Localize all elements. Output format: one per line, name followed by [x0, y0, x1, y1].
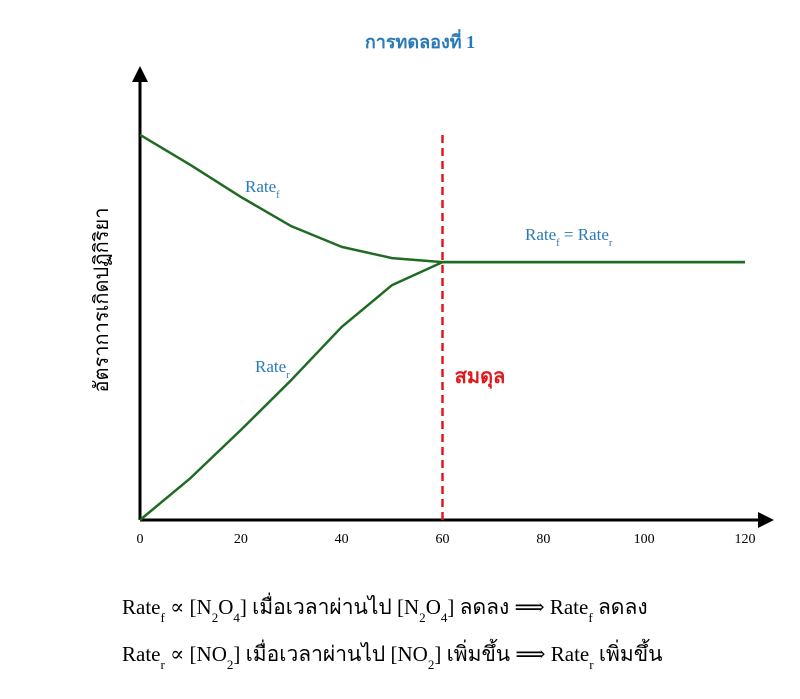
text-run: ∝ [N: [165, 595, 212, 619]
subscript: r: [286, 370, 290, 381]
subscript: 2: [428, 657, 435, 672]
text-run: = Rate: [560, 225, 609, 244]
subscript: r: [160, 657, 165, 672]
x-tick-label: 120: [735, 532, 756, 547]
subscript: 2: [227, 657, 234, 672]
x-axis-arrow: [758, 512, 774, 528]
rich-text: Rater ∝ [NO2] เมื่อเวลาผ่านไป [NO2] เพิ่…: [122, 639, 662, 672]
x-tick-label: 80: [536, 532, 550, 547]
equilibrium-text: สมดุล: [455, 366, 506, 389]
subscript: f: [276, 190, 280, 201]
rich-text: Ratef = Rater: [525, 225, 613, 249]
y-axis-arrow: [132, 66, 148, 82]
text-run: Rate: [122, 595, 160, 619]
subscript: 4: [441, 610, 448, 625]
subscript: r: [589, 657, 594, 672]
rich-text: Ratef ∝ [N2O4] เมื่อเวลาผ่านไป [N2O4] ลด…: [122, 592, 648, 625]
subscript: f: [556, 238, 560, 249]
subscript: f: [588, 610, 593, 625]
subscript: 2: [212, 610, 219, 625]
chart-title: การทดลองที่ 1: [365, 29, 475, 52]
y-axis-label: อัตราการเกิดปฏิกิริยา: [91, 208, 113, 393]
x-tick-label: 100: [634, 532, 655, 547]
text-run: ] เพิ่มขึ้น ⟹ Rate: [434, 639, 589, 666]
x-tick-label: 0: [137, 532, 144, 547]
text-run: Rate: [255, 357, 286, 376]
text-run: เพิ่มขึ้น: [594, 639, 663, 666]
text-run: ] เมื่อเวลาผ่านไป [N: [240, 592, 419, 619]
text-run: Rate: [245, 177, 276, 196]
subscript: 4: [233, 610, 240, 625]
text-run: O: [426, 595, 441, 619]
series-line: [139, 260, 745, 521]
x-tick-label: 60: [436, 532, 450, 547]
text-run: ลดลง: [593, 595, 648, 619]
subscript: f: [160, 610, 165, 625]
text-run: ] ลดลง ⟹ Rate: [447, 595, 588, 619]
x-tick-label: 20: [234, 532, 248, 547]
text-run: ] เมื่อเวลาผ่านไป [NO: [233, 639, 427, 666]
rich-text: Ratef: [245, 177, 280, 201]
text-run: Rate: [525, 225, 556, 244]
x-tick-label: 40: [335, 532, 349, 547]
text-run: O: [218, 595, 233, 619]
text-run: ∝ [NO: [165, 642, 227, 666]
rich-text: Rater: [255, 357, 290, 381]
text-run: Rate: [122, 642, 160, 666]
subscript: 2: [419, 610, 426, 625]
subscript: r: [609, 238, 613, 249]
